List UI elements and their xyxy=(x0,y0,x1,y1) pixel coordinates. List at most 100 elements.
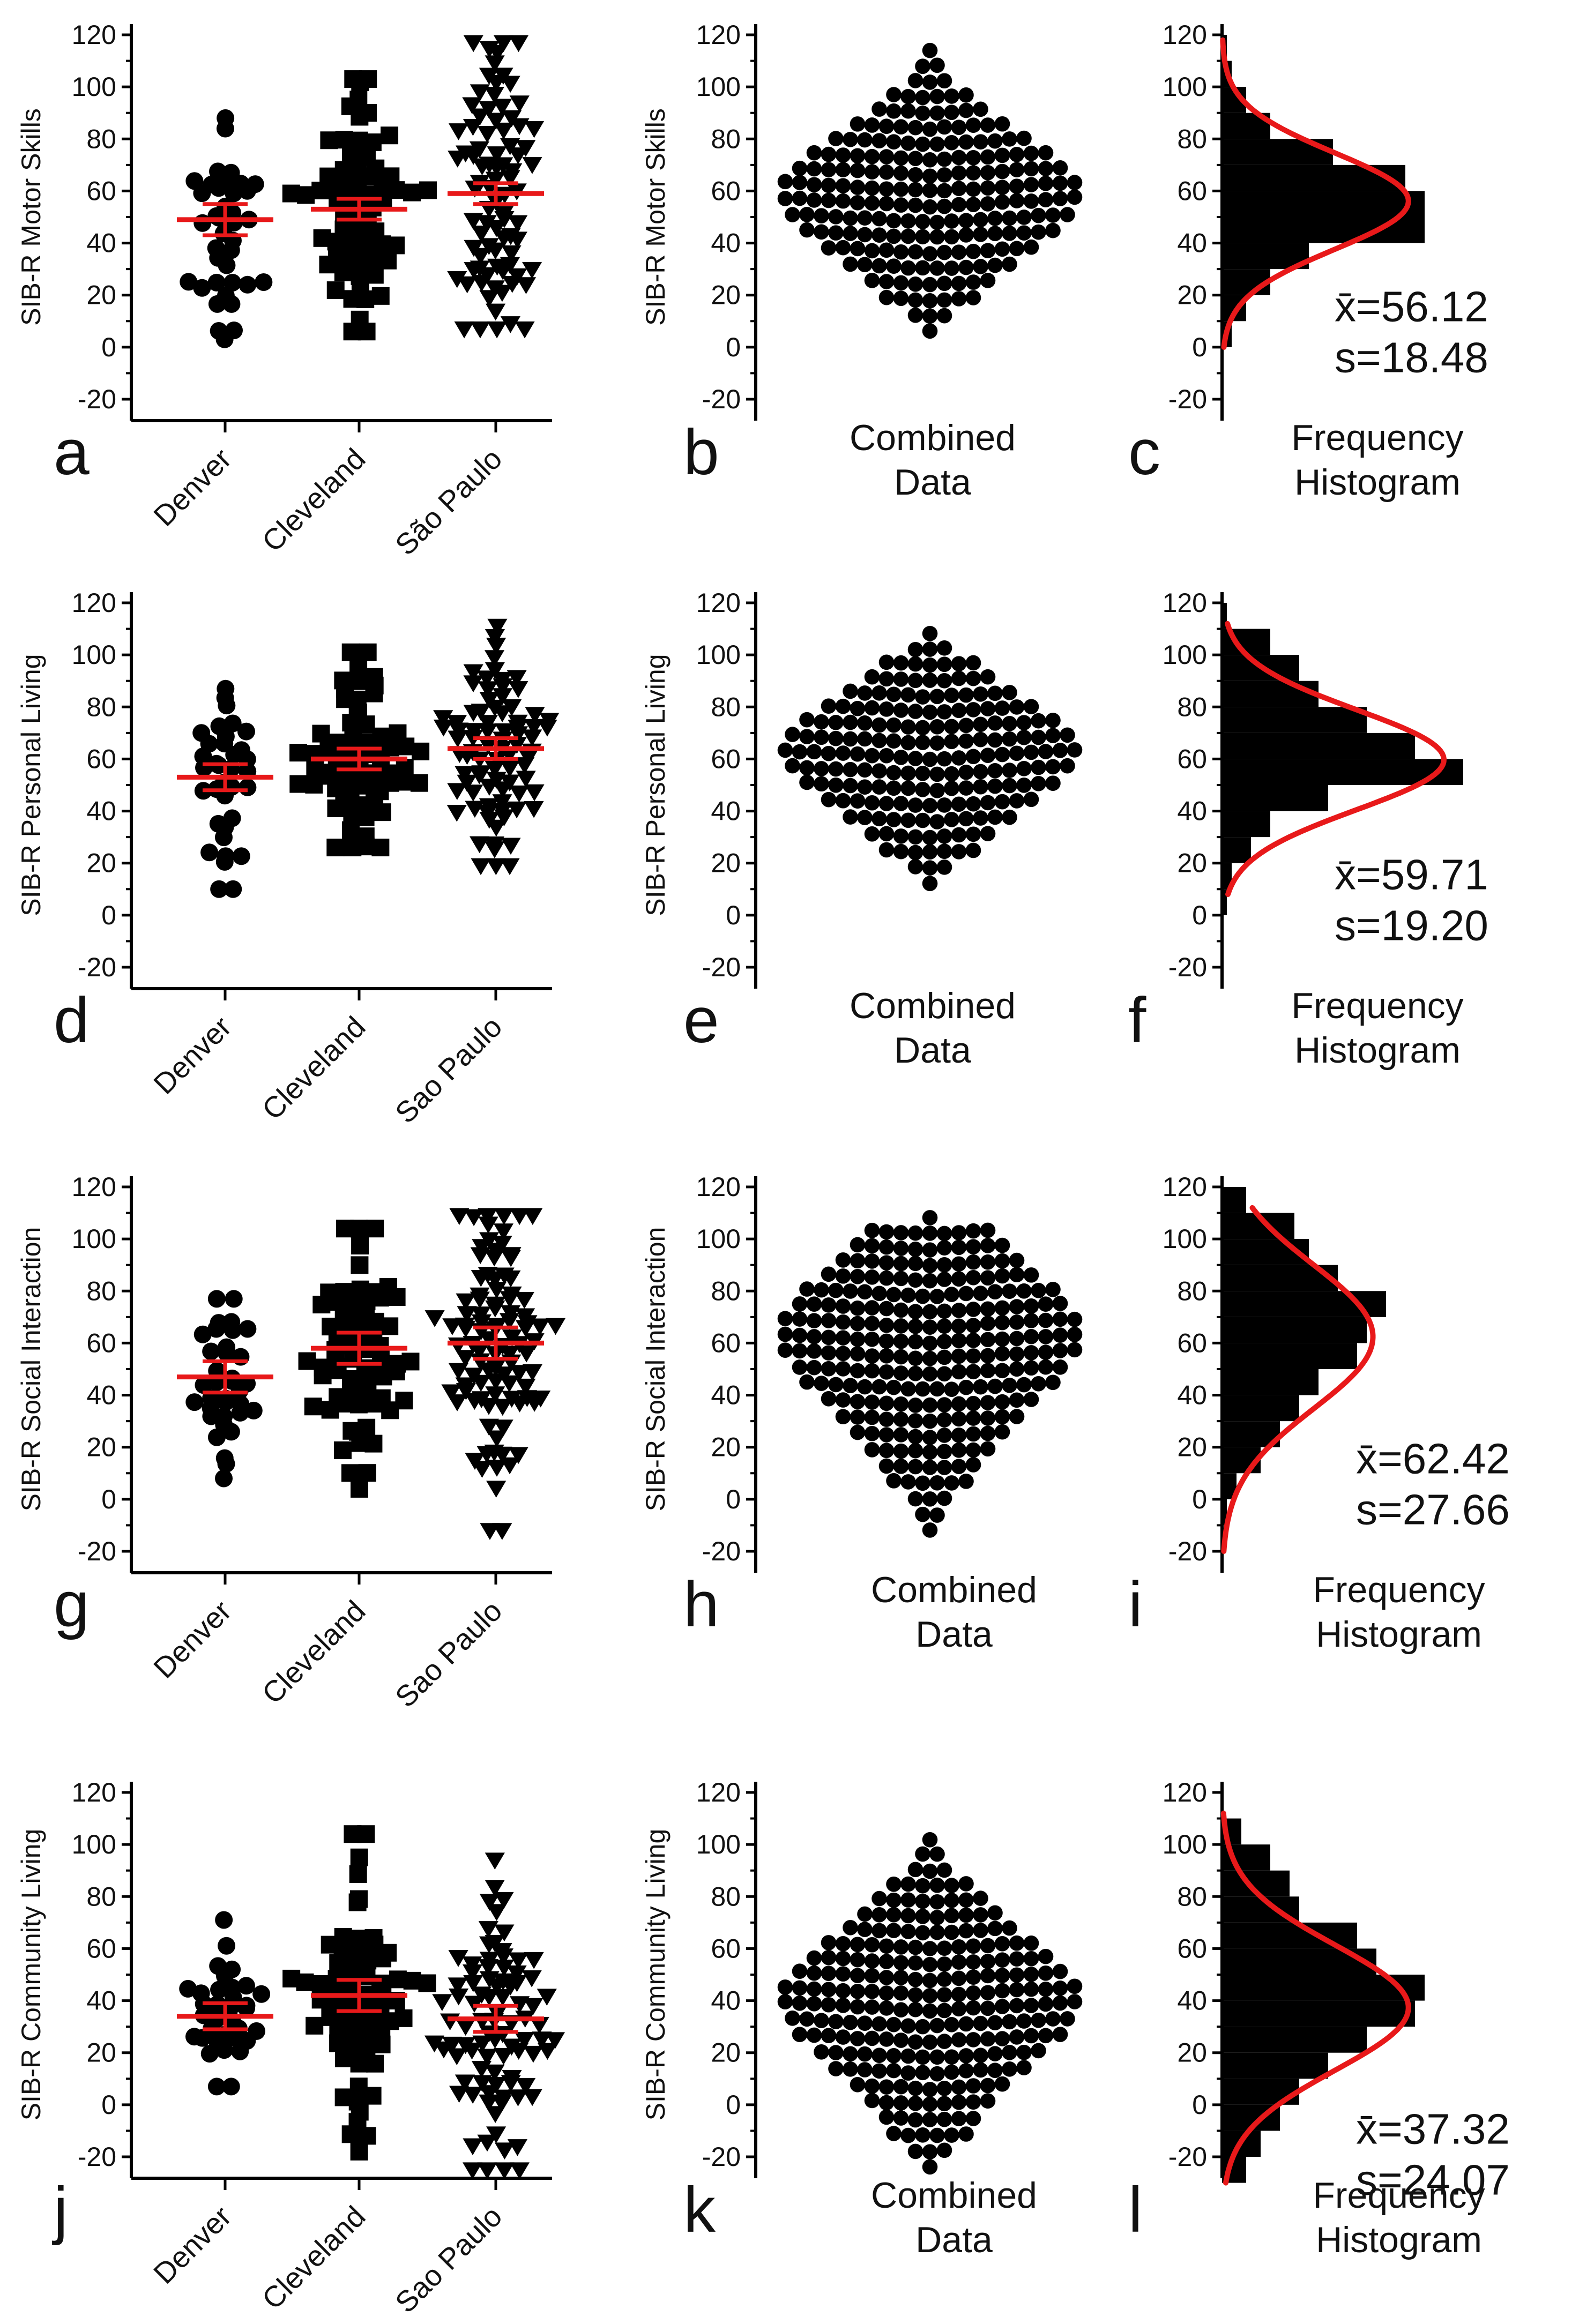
data-point xyxy=(501,228,521,245)
data-point xyxy=(980,149,996,165)
data-point xyxy=(457,774,477,792)
data-point xyxy=(929,2066,945,2082)
category-label: Denver xyxy=(147,442,237,533)
data-point xyxy=(218,1338,236,1356)
data-point xyxy=(872,685,887,701)
data-point xyxy=(936,673,952,689)
data-point xyxy=(951,1970,967,1986)
data-point xyxy=(351,1479,369,1498)
data-point xyxy=(944,229,959,245)
data-point xyxy=(1067,1311,1083,1327)
data-point xyxy=(835,147,851,163)
data-point xyxy=(929,1877,945,1893)
data-point xyxy=(915,136,930,152)
histogram-bar xyxy=(1222,165,1405,191)
data-point xyxy=(965,1348,981,1364)
data-point xyxy=(326,281,345,300)
data-point xyxy=(994,1394,1010,1410)
data-point xyxy=(878,671,895,687)
y-tick-label: 100 xyxy=(72,1829,116,1859)
data-point xyxy=(994,794,1010,810)
data-point xyxy=(980,1316,996,1331)
data-point xyxy=(958,764,974,780)
data-point xyxy=(350,1848,368,1866)
data-point xyxy=(1052,175,1068,191)
data-point xyxy=(994,1331,1010,1347)
data-point xyxy=(448,123,469,140)
data-point xyxy=(1009,1982,1025,1998)
data-point xyxy=(878,1970,895,1985)
data-point xyxy=(951,1442,967,1458)
data-point xyxy=(320,131,338,150)
data-point xyxy=(886,686,902,703)
data-point xyxy=(907,167,923,183)
data-point xyxy=(478,1208,498,1225)
data-point xyxy=(502,699,522,716)
y-tick-label: 100 xyxy=(696,640,741,670)
data-point xyxy=(1023,1981,1039,1997)
data-point xyxy=(929,1289,945,1304)
data-point xyxy=(1031,2043,1046,2059)
data-point xyxy=(907,656,923,672)
data-point xyxy=(207,273,226,292)
data-point xyxy=(296,1973,314,1991)
data-point xyxy=(507,1975,527,1992)
data-point xyxy=(893,1318,909,1334)
data-point xyxy=(1002,2061,1017,2077)
data-point xyxy=(922,798,938,813)
data-point xyxy=(944,1893,959,1908)
data-point xyxy=(792,160,808,176)
data-point xyxy=(515,1308,535,1326)
data-point xyxy=(965,2000,981,2016)
data-point xyxy=(929,814,945,830)
data-point xyxy=(973,716,988,733)
data-point xyxy=(900,88,916,104)
data-point xyxy=(922,1460,938,1475)
data-point xyxy=(980,701,996,716)
data-point xyxy=(980,1332,996,1348)
data-point xyxy=(850,1968,866,1983)
data-point xyxy=(1031,1376,1046,1392)
data-point xyxy=(900,687,916,703)
data-point xyxy=(929,105,945,121)
data-point xyxy=(965,1254,981,1270)
data-point xyxy=(958,87,974,103)
data-point xyxy=(965,702,981,718)
data-point xyxy=(980,117,996,133)
normal-fit-curve xyxy=(1225,621,1447,897)
data-point xyxy=(850,700,866,716)
data-point xyxy=(478,1959,498,1976)
data-point xyxy=(872,1890,887,1907)
data-point xyxy=(936,2096,952,2112)
histogram-bar xyxy=(1222,1343,1357,1369)
y-tick-label: 40 xyxy=(711,1986,741,2016)
data-point xyxy=(886,765,902,781)
data-point xyxy=(493,1419,513,1437)
data-point xyxy=(486,113,506,130)
data-point xyxy=(387,236,405,255)
data-point xyxy=(1023,193,1039,209)
data-point xyxy=(524,121,545,138)
category-label: Cleveland xyxy=(256,1010,372,1126)
data-point xyxy=(314,1358,332,1377)
y-tick-label: 20 xyxy=(1177,1432,1207,1462)
x-caption-line2: Histogram xyxy=(1294,1030,1461,1071)
panel-letter: f xyxy=(1128,984,1146,1056)
data-point xyxy=(1031,2012,1046,2028)
panel-letter: a xyxy=(54,416,90,488)
data-point xyxy=(785,727,800,742)
data-point xyxy=(958,733,974,749)
data-point xyxy=(907,1955,923,1971)
data-point xyxy=(493,157,513,175)
data-point xyxy=(448,730,468,748)
x-caption-line1: Frequency xyxy=(1291,417,1463,458)
data-point xyxy=(907,307,923,323)
data-point xyxy=(929,260,945,276)
data-point xyxy=(524,719,544,736)
data-point xyxy=(1009,1346,1025,1362)
data-point xyxy=(886,1473,902,1489)
data-point xyxy=(907,1939,923,1955)
data-point xyxy=(806,744,822,760)
data-point xyxy=(494,1892,514,1909)
data-point xyxy=(922,1273,938,1289)
